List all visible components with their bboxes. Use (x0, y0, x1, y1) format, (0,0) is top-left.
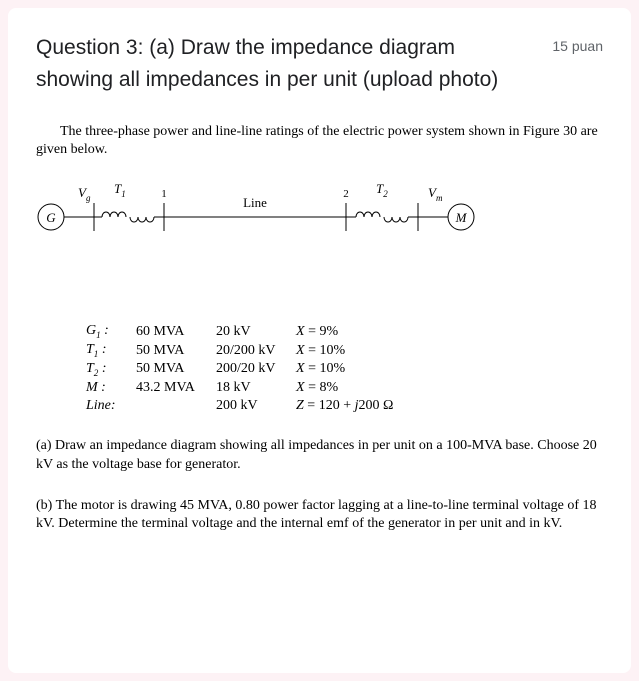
rating-name: M : (86, 379, 136, 397)
rating-kv: 18 kV (216, 379, 296, 397)
rating-name: G1 : (86, 322, 136, 341)
label-t1: T1 (114, 181, 126, 199)
rating-imp: Z = 120 + j200 Ω (296, 397, 403, 415)
rating-name: T1 : (86, 341, 136, 360)
rating-kv: 200 kV (216, 397, 296, 415)
ratings-row: Line: 200 kVZ = 120 + j200 Ω (86, 397, 403, 415)
ratings-row: T2 :50 MVA200/20 kVX = 10% (86, 360, 403, 379)
rating-mva: 60 MVA (136, 322, 216, 341)
rating-kv: 20/200 kV (216, 341, 296, 360)
rating-imp: X = 9% (296, 322, 403, 341)
question-points: 15 puan (552, 38, 603, 54)
rating-kv: 20 kV (216, 322, 296, 341)
label-t2: T2 (376, 181, 388, 199)
rating-imp: X = 10% (296, 341, 403, 360)
question-card: Question 3: (a) Draw the impedance diagr… (8, 8, 631, 673)
rating-mva: 50 MVA (136, 360, 216, 379)
label-line: Line (243, 195, 267, 210)
ratings-table: G1 :60 MVA20 kVX = 9%T1 :50 MVA20/200 kV… (86, 322, 403, 414)
label-g: G (46, 210, 56, 225)
ratings-row: T1 :50 MVA20/200 kVX = 10% (86, 341, 403, 360)
rating-name: T2 : (86, 360, 136, 379)
circuit-diagram: G Vg T1 1 Line 2 T2 (36, 177, 496, 247)
label-vm: Vm (428, 185, 443, 203)
rating-imp: X = 8% (296, 379, 403, 397)
question-header: Question 3: (a) Draw the impedance diagr… (36, 32, 603, 95)
label-node1: 1 (161, 188, 167, 200)
rating-mva: 43.2 MVA (136, 379, 216, 397)
label-m: M (455, 210, 468, 225)
rating-mva: 50 MVA (136, 341, 216, 360)
rating-name: Line: (86, 397, 136, 415)
question-title: Question 3: (a) Draw the impedance diagr… (36, 32, 536, 95)
label-vg: Vg (78, 185, 91, 203)
rating-kv: 200/20 kV (216, 360, 296, 379)
label-node2: 2 (343, 188, 349, 200)
problem-description: The three-phase power and line-line rati… (36, 123, 603, 159)
rating-mva (136, 397, 216, 415)
part-b: (b) The motor is drawing 45 MVA, 0.80 po… (36, 497, 603, 535)
ratings-row: M :43.2 MVA18 kVX = 8% (86, 379, 403, 397)
ratings-row: G1 :60 MVA20 kVX = 9% (86, 322, 403, 341)
rating-imp: X = 10% (296, 360, 403, 379)
part-a: (a) Draw an impedance diagram showing al… (36, 437, 603, 475)
